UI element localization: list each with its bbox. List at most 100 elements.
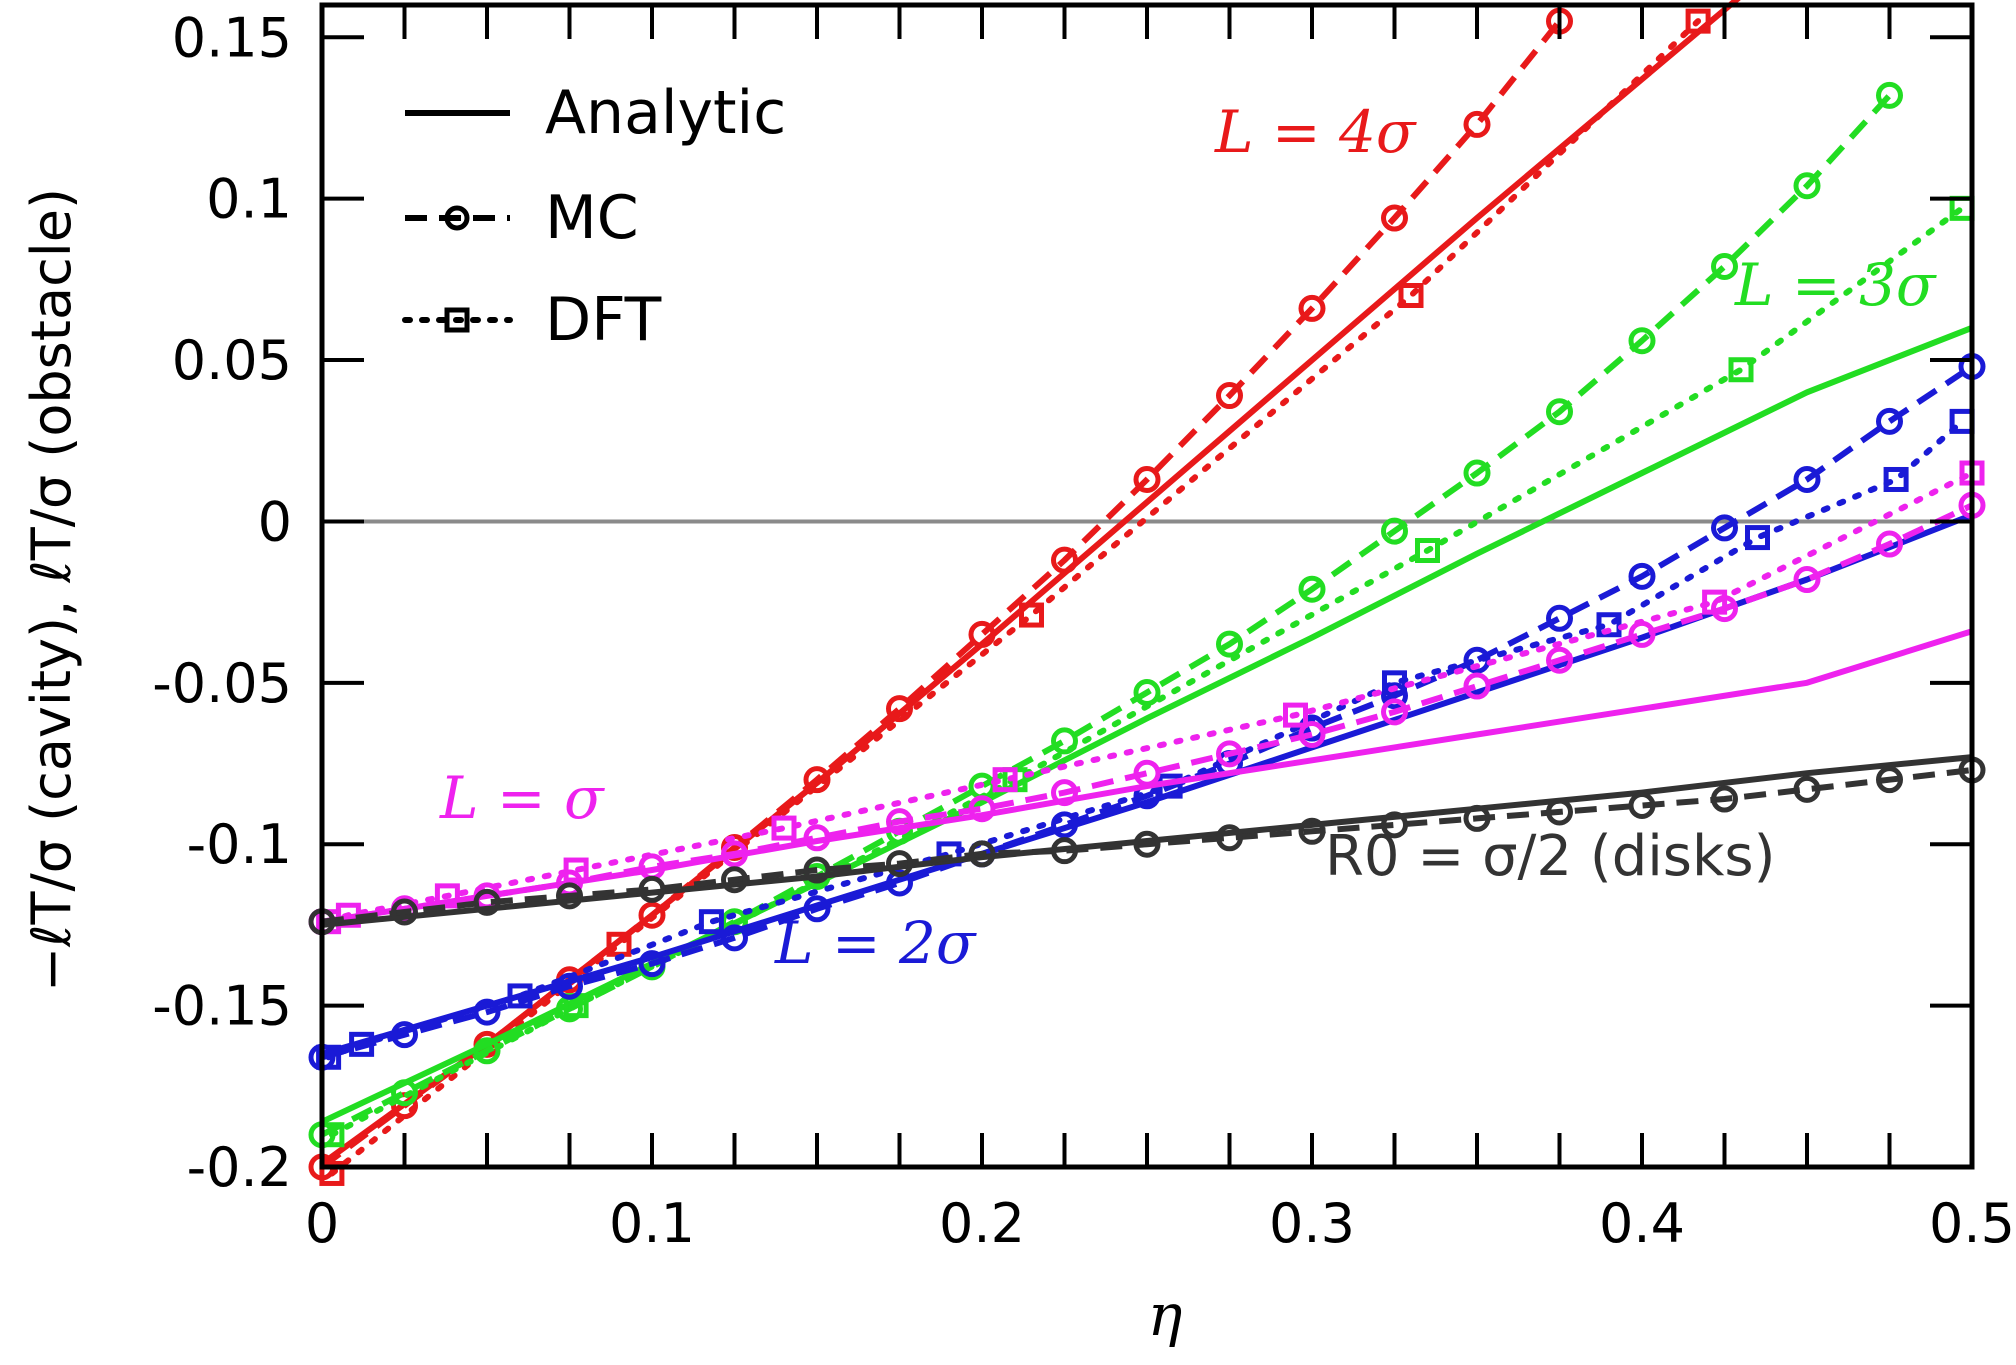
series-line <box>321 502 1974 925</box>
data-point-circle <box>1876 530 1903 558</box>
data-point-circle <box>1051 727 1078 755</box>
annotation-l1: L = σ <box>439 764 605 832</box>
data-point-square <box>771 815 797 841</box>
data-point-circle <box>1793 465 1821 493</box>
series-line <box>325 470 1975 925</box>
series-l-4-dft <box>319 8 1711 1186</box>
data-point-circle <box>803 824 831 852</box>
data-point-circle <box>1133 759 1161 787</box>
data-point-circle <box>1546 604 1573 632</box>
data-point-square <box>992 767 1018 793</box>
data-point-circle <box>1793 775 1821 803</box>
data-point-circle <box>1381 811 1408 839</box>
data-point-circle <box>473 1037 501 1065</box>
data-point-circle <box>1463 110 1491 138</box>
data-point-square <box>1382 670 1407 696</box>
data-point-circle <box>1381 698 1408 726</box>
data-point-circle <box>638 950 666 978</box>
y-tick-label: 0.15 <box>172 6 292 69</box>
data-point-circle <box>1381 204 1408 232</box>
data-point-circle <box>1711 785 1738 813</box>
series-line <box>320 325 1974 1125</box>
series-line <box>320 19 1562 1170</box>
data-point-circle <box>1463 672 1491 700</box>
data-point-circle <box>886 808 913 836</box>
data-point-circle <box>1051 837 1078 865</box>
series-line <box>321 767 1973 925</box>
data-point-circle <box>1216 740 1243 768</box>
series-l-2-dft <box>316 408 1975 1070</box>
y-tick-label: 0.1 <box>206 168 292 231</box>
series-line <box>325 418 1966 1061</box>
x-tick-label: 0.4 <box>1599 1192 1685 1255</box>
data-point-circle <box>1051 779 1078 807</box>
data-point-square <box>434 883 460 909</box>
data-point-circle <box>1793 172 1821 200</box>
data-point-circle <box>968 620 996 648</box>
x-tick-label: 0.1 <box>609 1192 695 1255</box>
data-point-circle <box>1216 824 1243 852</box>
data-point-circle <box>721 866 748 894</box>
y-tick-label: -0.1 <box>187 813 292 876</box>
data-point-circle <box>638 901 666 929</box>
data-point-square <box>563 857 589 883</box>
data-point-circle <box>556 882 583 910</box>
legend-mc-marker <box>444 205 470 231</box>
series-layer <box>308 0 1986 1186</box>
x-tick-label: 0.5 <box>1929 1192 2015 1255</box>
y-tick-label: -0.2 <box>187 1136 292 1199</box>
x-tick-label: 0.3 <box>1269 1192 1355 1255</box>
series-line <box>321 364 1974 1061</box>
data-point-circle <box>473 888 501 916</box>
data-point-circle <box>1628 791 1656 819</box>
y-tick-label: -0.15 <box>152 975 292 1038</box>
legend-mc-label: MC <box>545 183 639 253</box>
series-line <box>328 18 1702 1177</box>
y-axis-label: −ℓT/σ (cavity), ℓT/σ (obstacle) <box>20 188 83 992</box>
annotation-l3: L = 3σ <box>1734 251 1937 319</box>
data-point-square <box>1745 525 1770 551</box>
data-point-circle <box>1876 407 1903 435</box>
data-point-circle <box>1793 566 1821 594</box>
data-point-square <box>698 909 724 935</box>
data-point-circle <box>1298 817 1326 845</box>
data-point-circle <box>1876 766 1903 794</box>
series-r0-2-disks-mc <box>308 756 1986 936</box>
legend-dft-label: DFT <box>545 285 662 355</box>
data-point-square <box>1019 602 1044 628</box>
data-point-circle <box>886 869 913 897</box>
data-point-square <box>507 983 533 1009</box>
data-point-square <box>1596 612 1622 638</box>
data-point-circle <box>1298 294 1326 322</box>
legend-dft-marker <box>444 307 470 333</box>
data-point-circle <box>968 840 996 868</box>
data-point-circle <box>1463 459 1491 487</box>
x-axis-label: η <box>1148 1281 1183 1349</box>
series-l-3-analytic <box>320 325 1974 1125</box>
data-point-circle <box>1711 252 1738 280</box>
data-point-circle <box>803 895 831 923</box>
data-point-square <box>1702 589 1728 615</box>
data-point-square <box>349 1031 375 1057</box>
tick-labels: 0 0.1 0.2 0.3 0.4 0.5 -0.2 -0.15 -0.1 -0.05 0 0.05 0… <box>152 6 2015 1255</box>
data-point-circle <box>721 924 748 952</box>
axes <box>319 2 1975 1170</box>
data-point-circle <box>1546 646 1573 674</box>
y-tick-label: -0.05 <box>152 652 292 715</box>
data-point-circle <box>803 856 831 884</box>
data-point-circle <box>1546 798 1573 826</box>
data-point-circle <box>1628 620 1656 648</box>
data-point-circle <box>1628 327 1656 355</box>
data-point-circle <box>1216 382 1243 410</box>
series-line <box>320 93 1892 1138</box>
legend: Analytic MC DFT <box>402 78 786 355</box>
data-point-circle <box>391 1079 418 1107</box>
data-point-circle <box>1133 465 1161 493</box>
data-point-circle <box>1133 830 1161 858</box>
series-l-dft <box>316 460 1985 935</box>
data-point-circle <box>1546 398 1573 426</box>
legend-analytic-label: Analytic <box>545 78 786 148</box>
data-point-circle <box>1298 720 1326 748</box>
data-point-circle <box>1298 575 1326 603</box>
